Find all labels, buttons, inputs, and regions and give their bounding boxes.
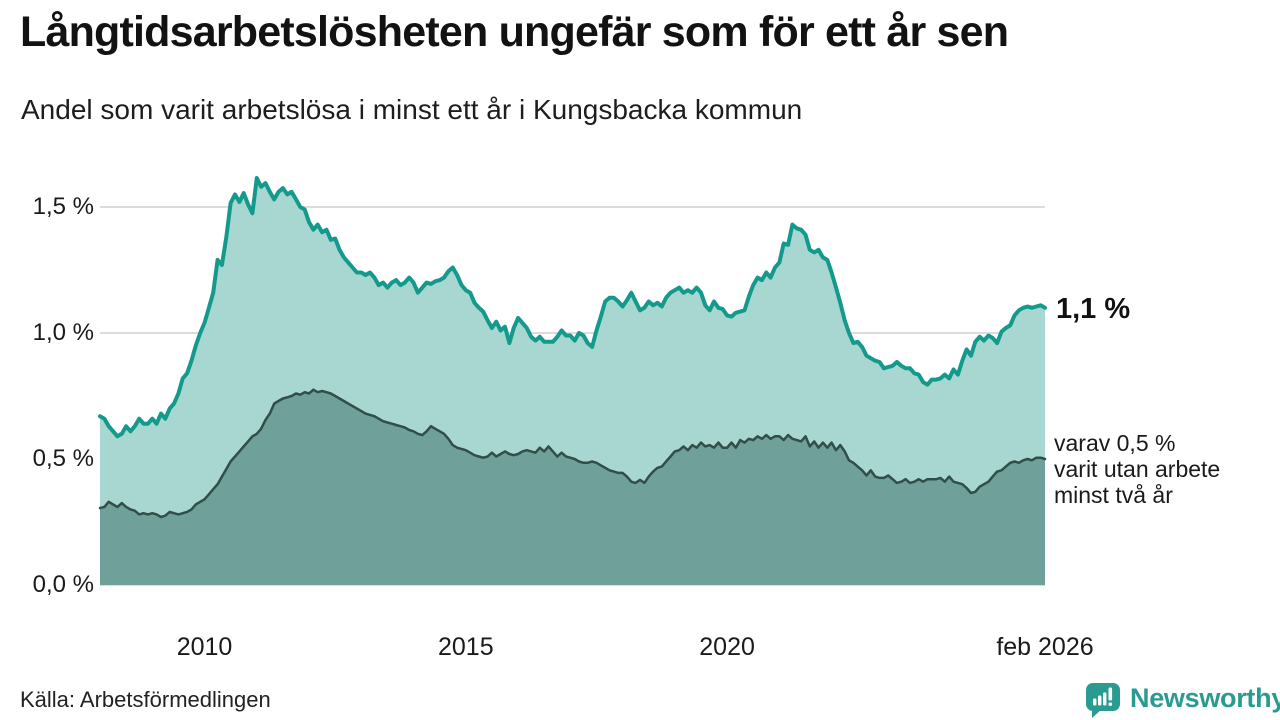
brand-logo: Newsworthy (1085, 682, 1280, 720)
series-area-two-years (100, 389, 1045, 585)
series-line-two-years (98, 388, 1047, 519)
page-title: Långtidsarbetslösheten ungefär som för e… (20, 8, 1009, 56)
brand-name: Newsworthy (1130, 683, 1280, 713)
y-axis-label: 0,5 % (32, 445, 94, 472)
x-axis-label: feb 2026 (996, 633, 1094, 661)
x-axis-label: 2020 (699, 633, 755, 661)
y-axis-label: 1,5 % (32, 193, 94, 220)
secondary-annotation: varav 0,5 % varit utan arbete minst två … (1054, 430, 1221, 508)
series-line-one-year (98, 176, 1047, 439)
source-note: Källa: Arbetsförmedlingen (20, 687, 271, 712)
newsworthy-icon (1086, 683, 1120, 718)
x-axis-label: 2010 (176, 633, 233, 661)
y-axis-label: 1,0 % (32, 319, 94, 346)
y-axis-label: 0,0 % (32, 571, 94, 598)
latest-value-annotation: 1,1 % (1056, 293, 1131, 325)
chart-subtitle: Andel som varit arbetslösa i minst ett å… (21, 94, 803, 125)
x-axis-label: 2015 (437, 633, 494, 661)
